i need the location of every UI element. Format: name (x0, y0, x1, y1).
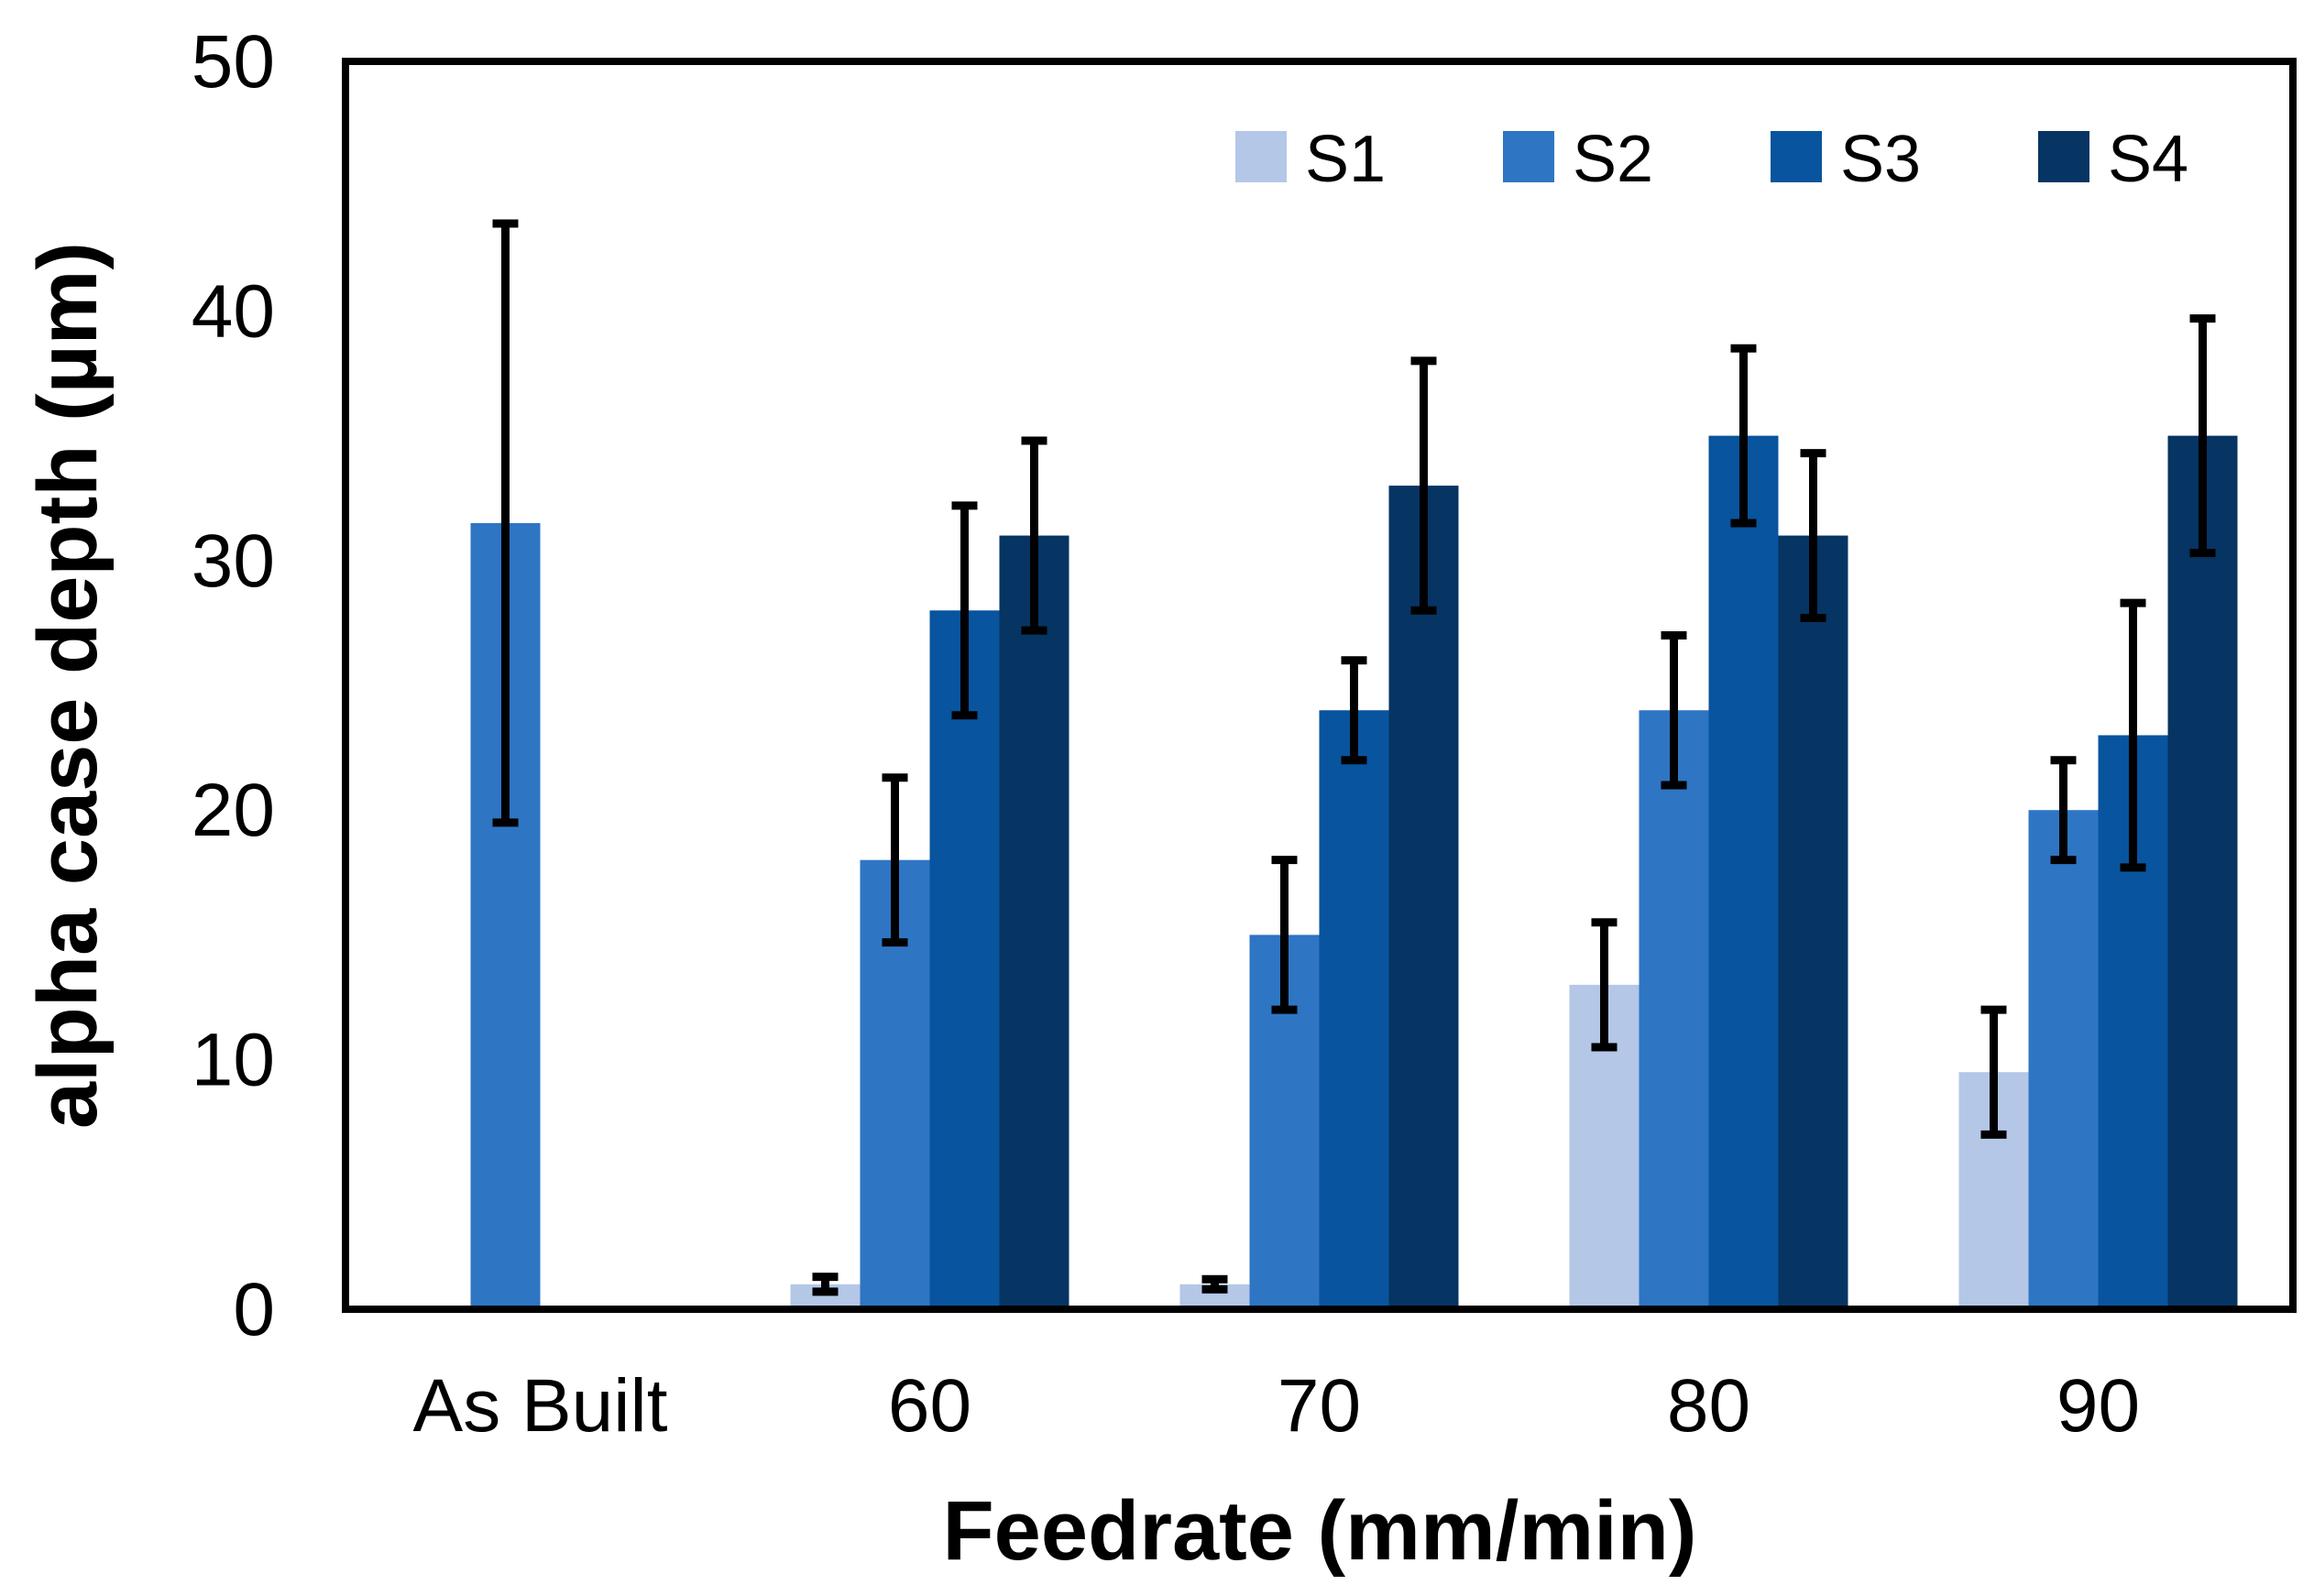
legend-label: S1 (1305, 123, 1386, 196)
error-bar (1021, 436, 1047, 635)
x-tick-label: 60 (888, 1364, 971, 1448)
legend-label: S2 (1573, 123, 1653, 196)
bar-s4-60 (999, 535, 1069, 1309)
legend: S1 S2 S3 S4 (1235, 123, 2188, 196)
legend-swatch (1771, 131, 1822, 182)
x-tick-label: 70 (1278, 1364, 1361, 1448)
error-bar (951, 501, 978, 720)
legend-item-s1: S1 (1235, 123, 1386, 196)
bar-s4-80 (1778, 535, 1848, 1309)
error-bar (1800, 449, 1826, 622)
legend-label: S4 (2108, 123, 2188, 196)
legend-swatch (1503, 131, 1554, 182)
error-bar (1410, 356, 1437, 615)
bars-layer (470, 435, 2238, 1310)
bar-s4-90 (2167, 435, 2238, 1310)
error-bar (2189, 314, 2216, 558)
error-bar (492, 219, 519, 827)
y-tick-label: 20 (192, 769, 275, 852)
bar-s2-80 (1639, 710, 1709, 1309)
y-tick-label: 50 (192, 20, 275, 104)
x-tick-label: 90 (2056, 1364, 2140, 1448)
legend-item-s2: S2 (1503, 123, 1653, 196)
x-tick-label: As Built (413, 1364, 668, 1448)
legend-item-s3: S3 (1771, 123, 1921, 196)
legend-swatch (1235, 131, 1287, 182)
bar-s3-80 (1708, 435, 1779, 1310)
error-bars-layer (492, 219, 2216, 1296)
error-bar (1661, 631, 1687, 790)
legend-item-s4: S4 (2038, 123, 2188, 196)
y-tick-label: 30 (192, 519, 275, 603)
bar-s3-70 (1319, 710, 1389, 1309)
error-bar (1980, 1005, 2007, 1139)
y-axis-ticks: 0 10 20 30 40 50 (192, 20, 275, 1351)
bar-s3-60 (929, 610, 1000, 1309)
legend-label: S3 (1840, 123, 1921, 196)
bar-s2-90 (2028, 810, 2099, 1309)
x-tick-label: 80 (1667, 1364, 1750, 1448)
error-bar (1201, 1274, 1228, 1294)
error-bar (1730, 344, 1757, 528)
y-tick-label: 40 (192, 269, 275, 353)
error-bar (1271, 856, 1298, 1014)
x-axis-ticks: As Built 60 70 80 90 (413, 1364, 2141, 1448)
error-bar (812, 1273, 839, 1296)
y-axis-title: alpha case depth (µm) (21, 242, 115, 1129)
x-axis-title: Feedrate (mm/min) (942, 1484, 1696, 1578)
error-bar (2120, 598, 2146, 872)
error-bar (882, 773, 908, 947)
y-tick-label: 10 (192, 1019, 275, 1102)
bar-s4-70 (1388, 486, 1459, 1309)
error-bar (1591, 918, 1618, 1052)
error-bar (2050, 756, 2077, 865)
error-bar (1341, 656, 1367, 765)
plot-area-frame (342, 58, 2297, 1313)
y-tick-label: 0 (233, 1268, 275, 1351)
legend-swatch (2038, 131, 2089, 182)
